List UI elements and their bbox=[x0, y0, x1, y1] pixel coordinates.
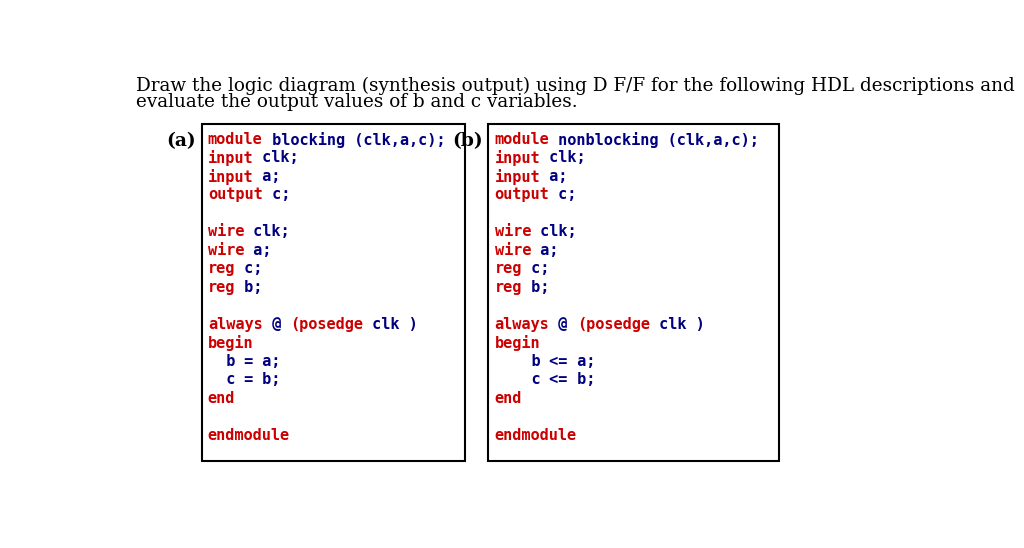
Text: <=: <= bbox=[541, 354, 567, 369]
Text: end: end bbox=[208, 391, 236, 406]
Text: a;: a; bbox=[531, 243, 558, 258]
Text: <=: <= bbox=[541, 372, 567, 387]
Text: clk ): clk ) bbox=[649, 317, 705, 332]
Text: end: end bbox=[495, 391, 522, 406]
Text: nonblocking (clk,a,c);: nonblocking (clk,a,c); bbox=[549, 132, 759, 148]
Text: always: always bbox=[208, 317, 262, 332]
Text: (b): (b) bbox=[453, 132, 483, 150]
Text: c;: c; bbox=[549, 187, 577, 202]
Text: (a): (a) bbox=[167, 132, 197, 150]
Text: b;: b; bbox=[254, 372, 281, 387]
Text: @: @ bbox=[262, 317, 290, 332]
Text: wire: wire bbox=[495, 224, 531, 239]
Text: a;: a; bbox=[541, 169, 567, 184]
Text: begin: begin bbox=[208, 335, 254, 351]
Text: Draw the logic diagram (synthesis output) using D F/F for the following HDL desc: Draw the logic diagram (synthesis output… bbox=[136, 77, 1015, 95]
Text: b;: b; bbox=[236, 280, 262, 295]
Text: c;: c; bbox=[236, 261, 262, 276]
Text: a;: a; bbox=[254, 169, 281, 184]
Text: wire: wire bbox=[208, 243, 245, 258]
Bar bbox=[488, 123, 779, 461]
Text: clk ): clk ) bbox=[362, 317, 418, 332]
Text: clk;: clk; bbox=[541, 151, 586, 165]
Text: input: input bbox=[208, 151, 254, 167]
Text: @: @ bbox=[549, 317, 577, 332]
Text: begin: begin bbox=[495, 335, 541, 351]
Text: output: output bbox=[208, 187, 262, 202]
Text: output: output bbox=[495, 187, 549, 202]
Text: endmodule: endmodule bbox=[495, 427, 577, 443]
Text: a;: a; bbox=[245, 243, 271, 258]
Text: (posedge: (posedge bbox=[577, 317, 649, 332]
Text: (posedge: (posedge bbox=[290, 317, 362, 332]
Text: reg: reg bbox=[208, 280, 236, 295]
Text: module: module bbox=[495, 132, 549, 147]
Text: clk;: clk; bbox=[531, 224, 577, 239]
Text: wire: wire bbox=[495, 243, 531, 258]
Text: module: module bbox=[208, 132, 262, 147]
Text: clk;: clk; bbox=[245, 224, 290, 239]
Text: c: c bbox=[208, 372, 236, 387]
Text: endmodule: endmodule bbox=[208, 427, 290, 443]
Text: reg: reg bbox=[208, 261, 236, 276]
Text: c;: c; bbox=[262, 187, 290, 202]
Text: evaluate the output values of b and c variables.: evaluate the output values of b and c va… bbox=[136, 94, 578, 111]
Text: c;: c; bbox=[522, 261, 549, 276]
Text: b: b bbox=[208, 354, 236, 369]
Text: a;: a; bbox=[254, 354, 281, 369]
Text: wire: wire bbox=[208, 224, 245, 239]
Text: always: always bbox=[495, 317, 549, 332]
Text: reg: reg bbox=[495, 261, 522, 276]
Text: clk;: clk; bbox=[254, 151, 299, 165]
Text: reg: reg bbox=[495, 280, 522, 295]
Text: a;: a; bbox=[567, 354, 595, 369]
Text: b;: b; bbox=[567, 372, 595, 387]
Bar bbox=[202, 123, 465, 461]
Text: blocking (clk,a,c);: blocking (clk,a,c); bbox=[262, 132, 445, 148]
Text: input: input bbox=[208, 169, 254, 185]
Text: =: = bbox=[236, 372, 254, 387]
Text: =: = bbox=[236, 354, 254, 369]
Text: b: b bbox=[495, 354, 541, 369]
Text: b;: b; bbox=[522, 280, 549, 295]
Text: c: c bbox=[495, 372, 541, 387]
Text: input: input bbox=[495, 151, 541, 167]
Text: input: input bbox=[495, 169, 541, 185]
